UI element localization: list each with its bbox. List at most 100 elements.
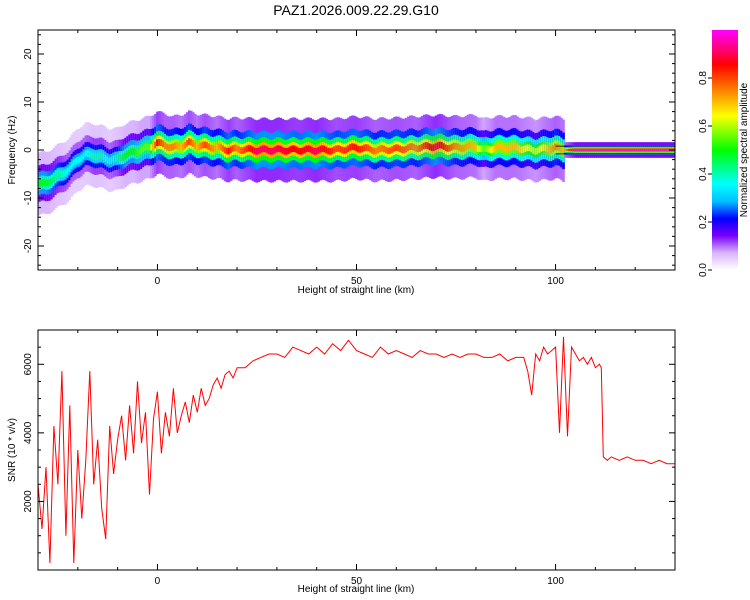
heatmap-cell	[398, 145, 402, 153]
heatmap-cell	[339, 145, 342, 153]
heatmap-cell	[606, 149, 609, 151]
heatmap-cell	[231, 145, 235, 152]
heatmap-cell	[207, 143, 211, 151]
heatmap-cell	[608, 149, 611, 151]
heatmap-cell	[468, 141, 472, 149]
heatmap-cell	[301, 147, 305, 155]
heatmap-cell	[164, 142, 167, 149]
heatmap-cell	[162, 140, 165, 148]
heatmap-cell	[134, 148, 137, 156]
heatmap-cell	[526, 144, 529, 152]
heatmap-cell	[38, 180, 42, 187]
heatmap-cell	[359, 146, 362, 153]
heatmap-cell	[86, 150, 90, 157]
heatmap-cell	[223, 146, 227, 154]
x-tick-label: 50	[351, 576, 363, 587]
heatmap-cell	[211, 145, 215, 152]
heatmap-cell	[195, 143, 199, 150]
heatmap-cell	[150, 143, 153, 151]
heatmap-cell	[341, 146, 344, 154]
heatmap-cell	[546, 145, 549, 153]
heatmap-cell	[106, 156, 109, 164]
snr-y-ticks: 2000 4000 6000	[23, 329, 675, 571]
heatmap-cell	[102, 153, 105, 160]
heatmap-cell	[442, 143, 446, 150]
heatmap-cell	[323, 145, 326, 153]
heatmap-cell	[128, 149, 131, 157]
heatmap-cell	[251, 146, 255, 154]
heatmap-cell	[458, 144, 462, 152]
heatmap-cell	[345, 146, 348, 154]
heatmap-cell	[158, 138, 161, 146]
heatmap-cell	[414, 144, 418, 152]
heatmap-cell	[299, 148, 303, 155]
heatmap-cell	[199, 142, 203, 150]
heatmap-cell	[215, 143, 219, 151]
heatmap-cell	[160, 139, 163, 146]
y-tick-label: 6000	[23, 353, 34, 376]
heatmap-cell	[291, 145, 295, 152]
heatmap-cell	[176, 142, 179, 150]
heatmap-cell	[418, 145, 422, 152]
colorbar-tick-label: 0.8	[698, 71, 709, 85]
heatmap-cell	[136, 148, 139, 156]
heatmap-cell	[375, 147, 378, 155]
y-tick-label: 0	[23, 147, 34, 153]
heatmap-cell	[562, 147, 565, 155]
heatmap-cell	[355, 144, 358, 152]
heatmap-cell	[257, 147, 261, 155]
snr-background	[38, 330, 675, 570]
heatmap-cell	[221, 145, 225, 152]
heatmap-cell	[88, 150, 92, 158]
heatmap-cell	[446, 145, 450, 152]
heatmap-cell	[617, 149, 621, 151]
heatmap-cell	[528, 144, 531, 152]
heatmap-cell	[94, 153, 98, 161]
heatmap-cell	[641, 149, 645, 151]
heatmap-cell	[486, 145, 490, 153]
heatmap-cell	[574, 149, 577, 151]
heatmap-cell	[472, 143, 476, 150]
heatmap-cell	[154, 141, 157, 149]
heatmap-cell	[191, 140, 195, 147]
heatmap-cell	[534, 148, 537, 155]
heatmap-cell	[237, 146, 241, 153]
colorbar-label: Normalized spectral amplitude	[739, 82, 750, 217]
heatmap-cell	[156, 139, 159, 147]
heatmap-cell	[122, 154, 125, 161]
heatmap-cell	[560, 145, 563, 153]
heatmap-cell	[506, 145, 510, 153]
colorbar-tick-label: 0.6	[698, 119, 709, 133]
heatmap-cell	[50, 177, 54, 185]
heatmap-cell	[275, 145, 279, 153]
heatmap-cell	[293, 145, 297, 153]
heatmap-cell	[653, 149, 657, 151]
heatmap-cell	[464, 143, 468, 151]
heatmap-cell	[319, 145, 322, 153]
heatmap-cell	[586, 149, 589, 151]
heatmap-cell	[613, 149, 617, 151]
heatmap-cell	[365, 144, 368, 151]
heatmap-cell	[40, 179, 44, 186]
heatmap-cell	[265, 146, 269, 153]
heatmap-cell	[610, 149, 613, 151]
heatmap-cell	[269, 148, 273, 155]
heatmap-panel: 0 50 100 -20 -10 0 10 20 Height of straight li…	[7, 29, 676, 296]
heatmap-cell	[72, 159, 76, 167]
heatmap-cell	[402, 146, 406, 154]
heatmap-cell	[303, 146, 307, 154]
heatmap-cell	[389, 147, 392, 154]
heatmap-cell	[440, 142, 444, 149]
heatmap-cell	[271, 147, 275, 155]
heatmap-cell	[488, 146, 492, 153]
heatmap-cell	[651, 149, 655, 151]
heatmap-cell	[619, 149, 623, 151]
heatmap-cell	[56, 171, 60, 179]
y-tick-label: 10	[23, 96, 34, 108]
heatmap-cell	[385, 146, 388, 154]
heatmap-cell	[450, 143, 454, 151]
heatmap-cell	[416, 145, 420, 153]
heatmap-cell	[615, 149, 619, 151]
heatmap-cell	[639, 149, 643, 151]
heatmap-cell	[452, 142, 456, 150]
